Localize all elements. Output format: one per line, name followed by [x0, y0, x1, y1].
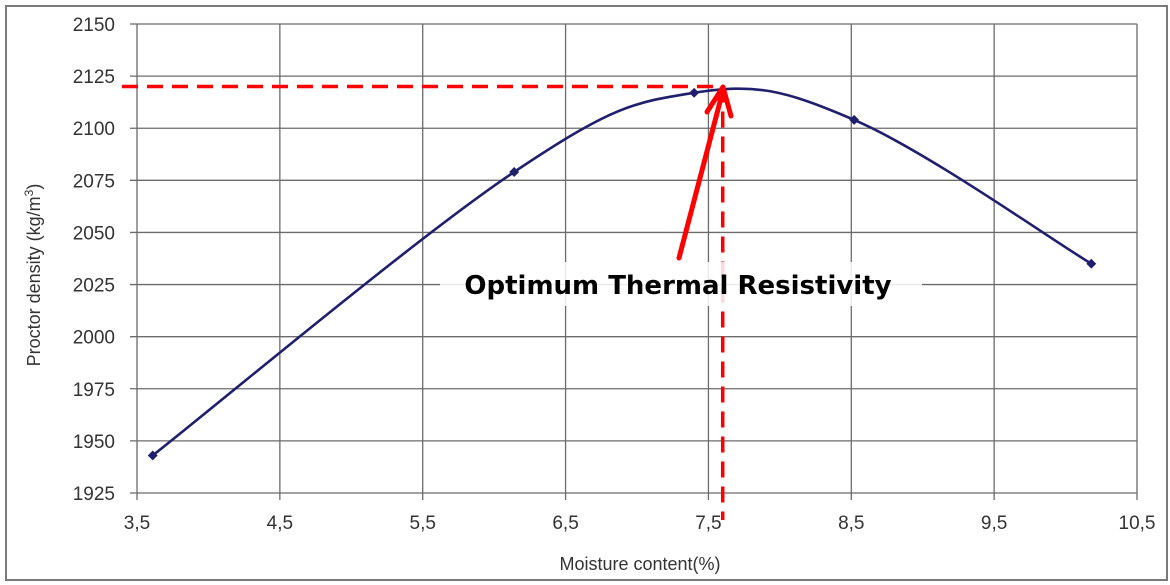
y-tick-label: 2150 — [73, 15, 115, 36]
y-tick-label: 2125 — [73, 67, 115, 88]
data-point — [849, 114, 860, 125]
x-tick-label: 7,5 — [695, 513, 721, 534]
x-axis-title: Moisture content(%) — [559, 554, 720, 574]
gridlines — [130, 23, 1138, 500]
x-axis-ticks: 3,5 4,5 5,5 6,5 7,5 8,5 9,5 10,5 — [124, 513, 1156, 534]
x-tick-label: 8,5 — [838, 513, 864, 534]
y-tick-label: 2000 — [73, 328, 115, 349]
arrow-shaft — [676, 95, 724, 261]
y-tick-label: 2050 — [73, 223, 115, 244]
annotation-arrow — [676, 84, 734, 261]
x-tick-label: 9,5 — [981, 513, 1007, 534]
x-tick-label: 6,5 — [552, 513, 578, 534]
y-tick-label: 1975 — [73, 380, 115, 401]
data-point — [1086, 258, 1097, 269]
data-point-markers — [147, 87, 1097, 461]
y-tick-label: 1925 — [73, 484, 115, 505]
arrow-head-icon — [704, 84, 734, 119]
data-point — [689, 87, 700, 98]
data-point — [147, 450, 158, 461]
x-tick-label: 10,5 — [1119, 513, 1156, 534]
y-tick-label: 2075 — [73, 171, 115, 192]
ylabel-superscript: 3 — [22, 189, 36, 196]
y-tick-label: 1950 — [73, 432, 115, 453]
x-tick-label: 3,5 — [124, 513, 150, 534]
annotation-label: Optimum Thermal Resistivity — [464, 271, 891, 301]
data-series-line — [151, 87, 1092, 457]
x-tick-label: 5,5 — [410, 513, 436, 534]
annotation-background — [440, 262, 922, 306]
x-tick-label: 4,5 — [267, 513, 293, 534]
y-tick-label: 2100 — [73, 119, 115, 140]
y-tick-label: 2025 — [73, 276, 115, 297]
y-axis-title: Proctor density (kg/m3) — [22, 184, 44, 367]
y-axis-ticks: 1925 1950 1975 2000 2025 2050 2075 2100 2125 2150 — [73, 15, 115, 505]
